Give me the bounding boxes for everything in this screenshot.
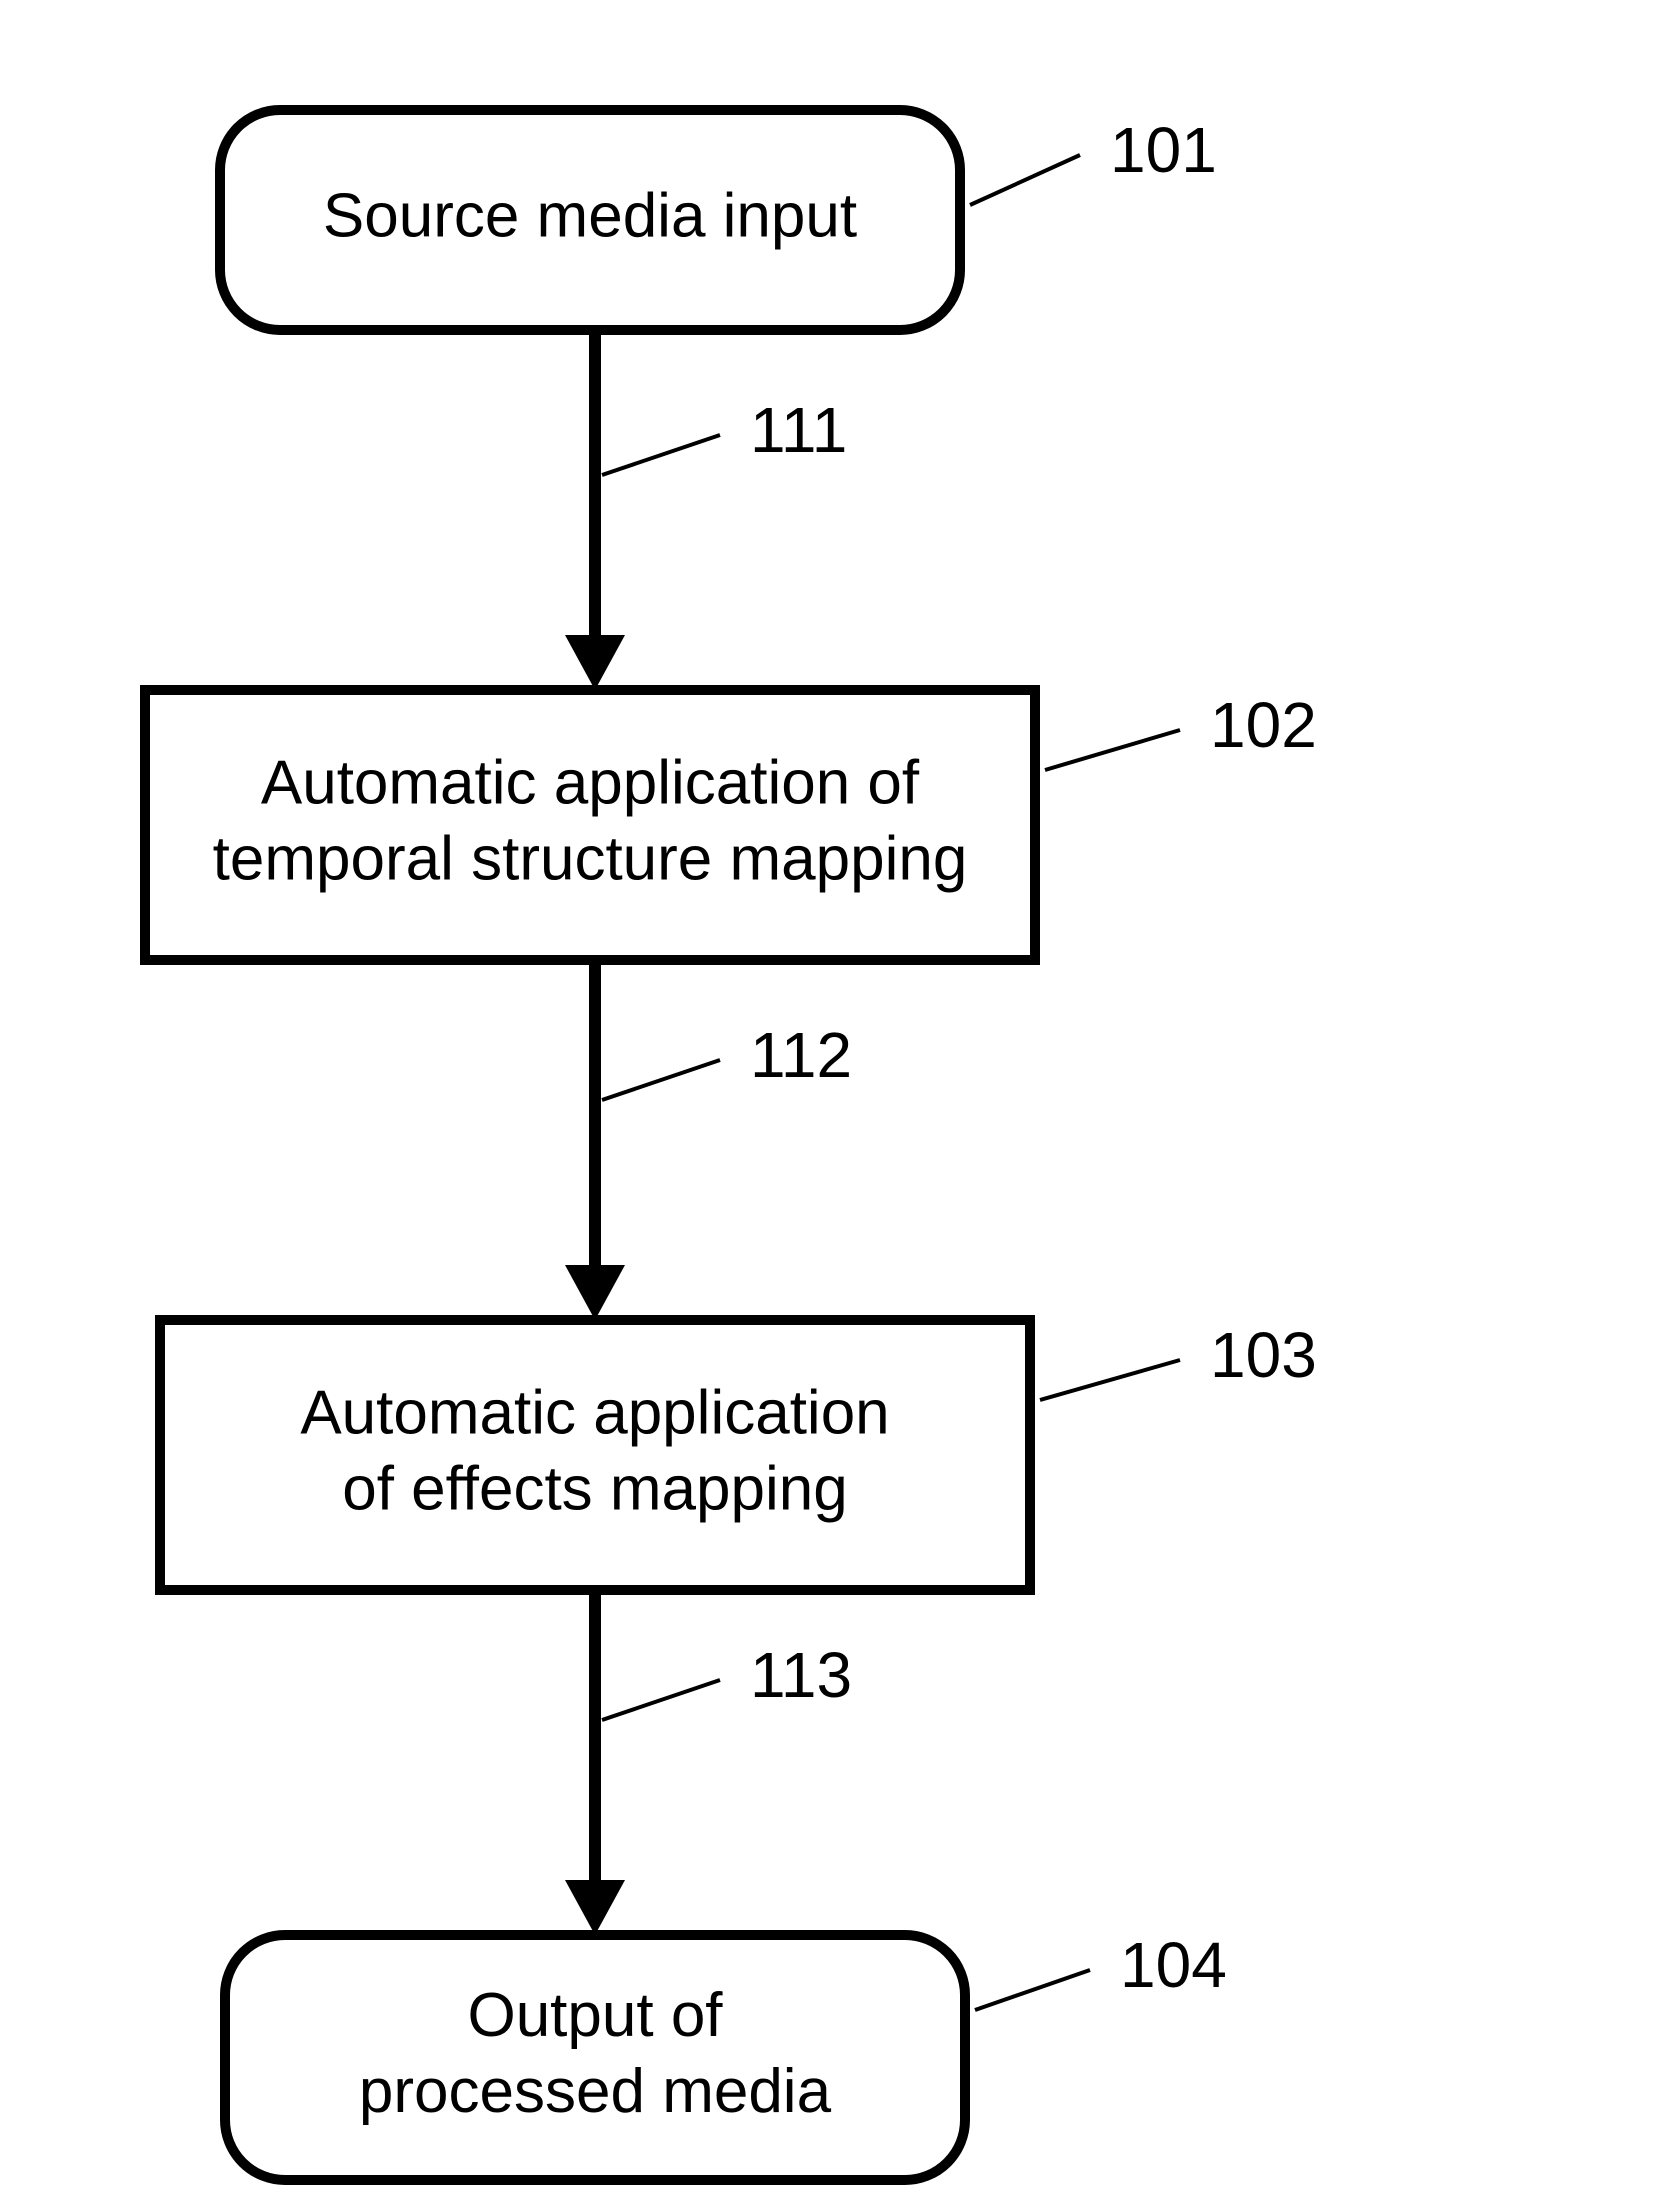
ref-label: 103 <box>1210 1319 1317 1391</box>
node-text: Automatic application <box>300 1378 889 1447</box>
ref-label: 112 <box>750 1019 852 1091</box>
node-text: Source media input <box>323 181 857 250</box>
ref-label: 111 <box>750 394 847 466</box>
node-text: processed media <box>359 2057 832 2126</box>
ref-label: 102 <box>1210 689 1317 761</box>
node-text: Automatic application of <box>261 748 920 817</box>
ref-label: 104 <box>1120 1929 1227 2001</box>
ref-label: 113 <box>750 1639 852 1711</box>
flowchart-diagram: Source media input 101 Automatic applicati… <box>0 0 1660 2197</box>
ref-label: 101 <box>1110 114 1217 186</box>
node-text: temporal structure mapping <box>213 824 968 893</box>
node-text: of effects mapping <box>342 1454 848 1523</box>
node-text: Output of <box>467 1981 723 2050</box>
